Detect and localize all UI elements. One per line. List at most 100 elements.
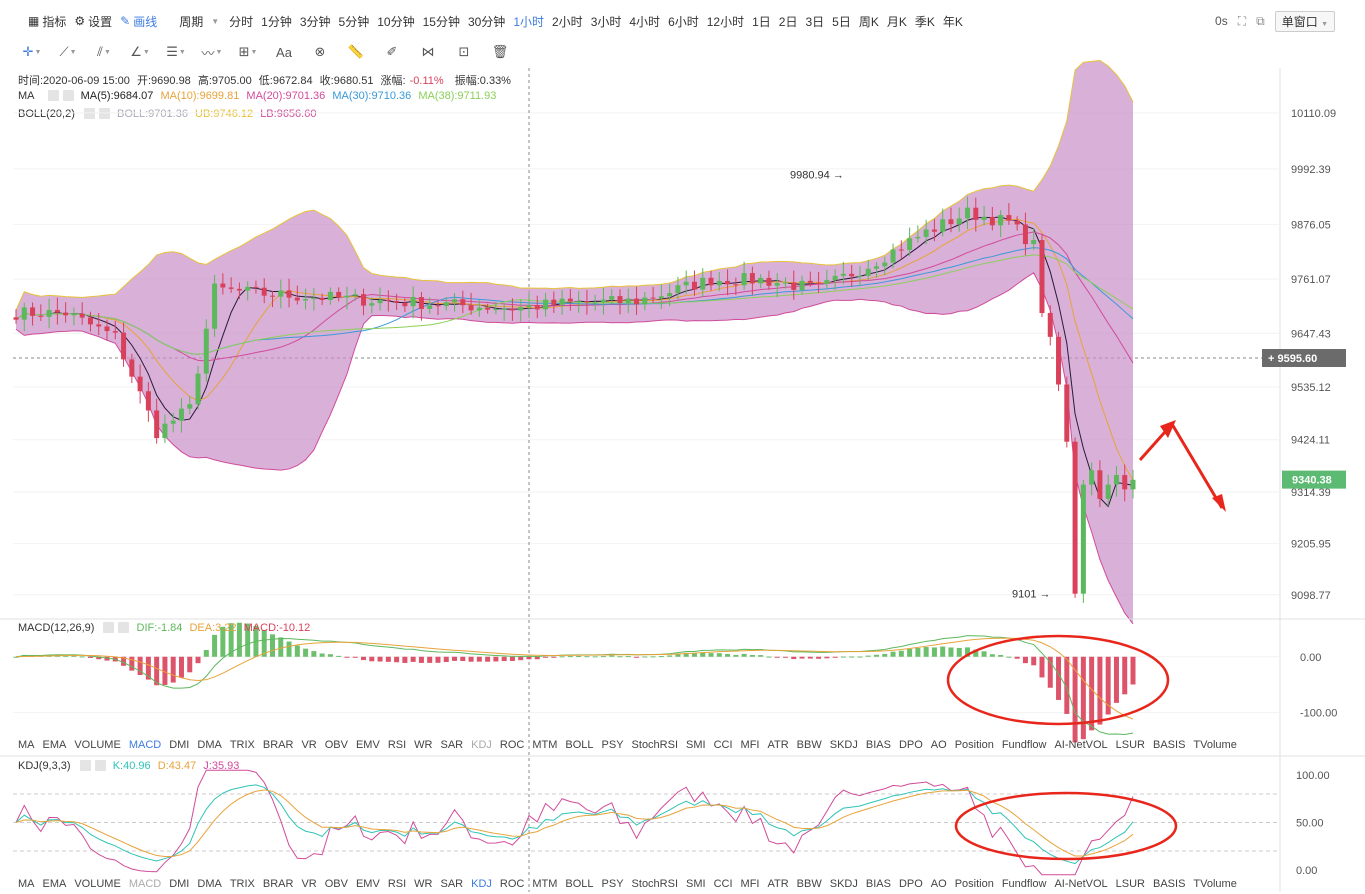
tab-mfi[interactable]: MFI — [740, 739, 760, 751]
period-10[interactable]: 4小时 — [629, 14, 661, 29]
period-0[interactable]: 分时 — [229, 14, 254, 29]
ruler-tool[interactable]: 📏 — [344, 41, 368, 63]
angle-tool[interactable]: ∠ ▼ — [128, 41, 152, 63]
period-14[interactable]: 2日 — [778, 14, 798, 29]
tab-vr[interactable]: VR — [301, 739, 317, 751]
tab-position[interactable]: Position — [954, 878, 994, 890]
tab-dpo[interactable]: DPO — [898, 739, 923, 751]
tab-dmi[interactable]: DMI — [169, 878, 190, 890]
tab-stochrsi[interactable]: StochRSI — [631, 739, 679, 751]
tab-cci[interactable]: CCI — [713, 878, 733, 890]
tab-wr[interactable]: WR — [414, 739, 433, 751]
period-16[interactable]: 5日 — [832, 14, 851, 29]
tab-fundflow[interactable]: Fundflow — [1001, 878, 1047, 890]
tab-bbw[interactable]: BBW — [796, 878, 822, 890]
tab-stochrsi[interactable]: StochRSI — [631, 878, 679, 890]
tab-wr[interactable]: WR — [414, 878, 433, 890]
indicator-button[interactable]: ▦ 指标 — [28, 14, 67, 29]
tab-dma[interactable]: DMA — [197, 878, 222, 890]
tab-macd[interactable]: MACD — [128, 878, 162, 890]
period-17[interactable]: 周K — [858, 14, 879, 29]
draw-button[interactable]: ✎ 画线 — [120, 14, 158, 29]
period-13[interactable]: 1日 — [752, 14, 771, 29]
tab-bias[interactable]: BIAS — [865, 739, 891, 751]
tab-dmi[interactable]: DMI — [169, 739, 190, 751]
period-19[interactable]: 季K — [914, 14, 935, 29]
tab-basis[interactable]: BASIS — [1153, 878, 1186, 890]
tab-kdj[interactable]: KDJ — [471, 739, 492, 751]
tab-roc[interactable]: ROC — [499, 739, 525, 751]
tab-ai-netvol[interactable]: AI-NetVOL — [1054, 739, 1108, 751]
tab-cci[interactable]: CCI — [713, 739, 733, 751]
tab-obv[interactable]: OBV — [324, 739, 348, 751]
period-dropdown[interactable]: 周期 ▼ — [179, 14, 220, 29]
tab-mfi[interactable]: MFI — [740, 878, 760, 890]
settings-icon[interactable] — [103, 622, 115, 633]
period-4[interactable]: 10分钟 — [377, 14, 415, 29]
tab-emv[interactable]: EMV — [355, 739, 380, 751]
lock-tool[interactable]: ⊡ — [452, 41, 476, 63]
settings-icon[interactable] — [83, 108, 95, 119]
tab-skdj[interactable]: SKDJ — [829, 739, 858, 751]
tab-ai-netvol[interactable]: AI-NetVOL — [1054, 878, 1108, 890]
tab-trix[interactable]: TRIX — [229, 739, 255, 751]
tab-dma[interactable]: DMA — [197, 739, 222, 751]
rect-tool[interactable]: ⊞ ▼ — [236, 41, 260, 63]
close-icon[interactable] — [98, 108, 110, 119]
tab-lsur[interactable]: LSUR — [1115, 739, 1145, 751]
tab-brar[interactable]: BRAR — [262, 739, 294, 751]
tab-kdj[interactable]: KDJ — [471, 878, 492, 890]
tab-brar[interactable]: BRAR — [262, 878, 294, 890]
tab-ao[interactable]: AO — [930, 878, 947, 890]
popout-icon[interactable]: ⧉ — [1256, 13, 1265, 28]
period-11[interactable]: 6小时 — [668, 14, 699, 29]
period-8[interactable]: 2小时 — [552, 14, 583, 29]
period-15[interactable]: 3日 — [805, 14, 825, 29]
magnet-tool[interactable]: ⊗ — [308, 41, 332, 63]
close-icon[interactable] — [94, 760, 106, 771]
line-tool[interactable]: ⟋ ▼ — [56, 41, 80, 63]
fullscreen-icon[interactable]: ⛶ — [1237, 13, 1247, 28]
tab-smi[interactable]: SMI — [686, 878, 706, 890]
tab-boll[interactable]: BOLL — [565, 739, 594, 751]
tab-boll[interactable]: BOLL — [565, 878, 594, 890]
period-5[interactable]: 15分钟 — [422, 14, 460, 29]
tab-mtm[interactable]: MTM — [532, 739, 558, 751]
tab-tvolume[interactable]: TVolume — [1193, 739, 1237, 751]
tab-atr[interactable]: ATR — [767, 878, 789, 890]
close-icon[interactable] — [118, 622, 130, 633]
period-12[interactable]: 12小时 — [706, 14, 745, 29]
tab-obv[interactable]: OBV — [324, 878, 348, 890]
tab-mtm[interactable]: MTM — [532, 878, 558, 890]
tab-sar[interactable]: SAR — [440, 878, 464, 890]
tab-ema[interactable]: EMA — [42, 878, 67, 890]
tab-basis[interactable]: BASIS — [1153, 739, 1186, 751]
fib-tool[interactable]: ☰ ▼ — [164, 41, 188, 63]
tab-psy[interactable]: PSY — [601, 878, 624, 890]
settings-button[interactable]: ⚙ 设置 — [74, 14, 113, 29]
period-6[interactable]: 30分钟 — [467, 14, 506, 29]
tab-smi[interactable]: SMI — [686, 739, 706, 751]
tab-trix[interactable]: TRIX — [229, 878, 255, 890]
settings-icon[interactable] — [79, 760, 91, 771]
brush-tool[interactable]: ✐ — [380, 41, 404, 63]
tab-rsi[interactable]: RSI — [387, 739, 407, 751]
crosshair-tool[interactable]: ✛ ▼ — [20, 41, 44, 63]
period-9[interactable]: 3小时 — [590, 14, 622, 29]
tab-atr[interactable]: ATR — [767, 739, 789, 751]
settings-icon[interactable] — [47, 90, 59, 101]
tab-bbw[interactable]: BBW — [796, 739, 822, 751]
window-mode-dropdown[interactable]: 单窗口 ▼ — [1274, 10, 1335, 32]
tab-ema[interactable]: EMA — [42, 739, 67, 751]
tab-skdj[interactable]: SKDJ — [829, 878, 858, 890]
period-3[interactable]: 5分钟 — [338, 14, 370, 29]
tab-ma[interactable]: MA — [18, 739, 35, 751]
close-icon[interactable] — [62, 90, 74, 101]
tab-vr[interactable]: VR — [301, 878, 317, 890]
delete-tool[interactable]: 🗑 — [488, 41, 512, 63]
period-20[interactable]: 年K — [942, 14, 963, 29]
tab-ma[interactable]: MA — [18, 878, 35, 890]
tab-rsi[interactable]: RSI — [387, 878, 407, 890]
pattern-tool[interactable]: ⋈ — [416, 41, 440, 63]
